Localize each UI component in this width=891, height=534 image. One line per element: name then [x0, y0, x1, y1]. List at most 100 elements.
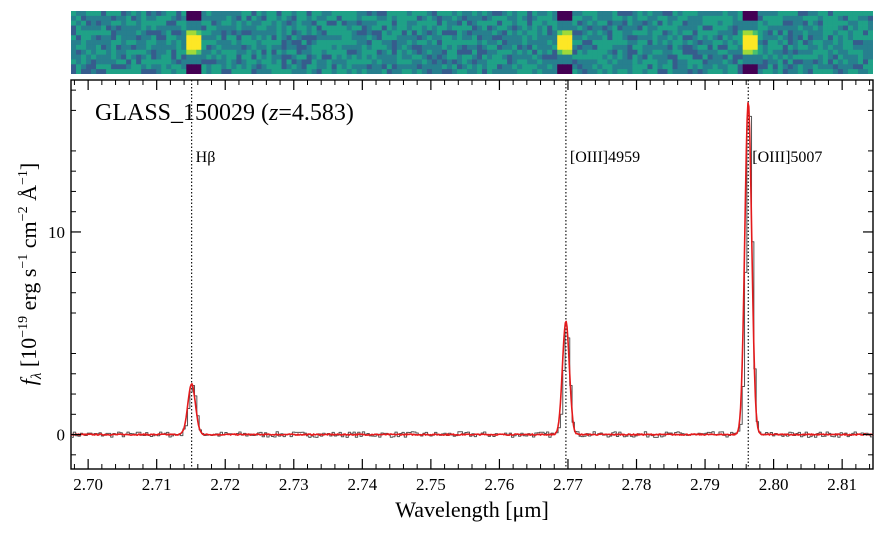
spectrum-2d-pixel: [191, 40, 197, 46]
spectrum-2d-pixel: [602, 49, 608, 56]
spectrum-2d-pixel: [762, 49, 769, 56]
spectrum-2d-pixel: [682, 30, 688, 36]
spectrum-2d-pixel: [862, 49, 869, 56]
spectrum-2d-pixel: [261, 30, 267, 36]
spectrum-2d-pixel: [532, 25, 538, 31]
spectrum-2d-pixel: [517, 40, 523, 46]
spectrum-2d-pixel: [371, 69, 378, 74]
spectrum-2d-pixel: [832, 40, 839, 46]
spectrum-2d-pixel: [291, 54, 297, 60]
spectrum-2d-pixel: [451, 30, 458, 36]
spectrum-2d-pixel: [597, 40, 603, 46]
spectrum-2d-pixel: [321, 64, 328, 70]
spectrum-2d-pixel: [752, 40, 759, 46]
spectrum-2d-pixel: [617, 25, 623, 31]
spectrum-2d-pixel: [817, 59, 824, 65]
spectrum-2d-pixel: [632, 59, 638, 65]
spectrum-2d-pixel: [326, 30, 333, 36]
spectrum-2d-pixel: [126, 20, 132, 26]
spectrum-2d-pixel: [341, 11, 348, 17]
spectrum-2d-pixel: [81, 35, 87, 41]
spectrum-2d-pixel: [96, 25, 102, 31]
spectrum-2d-pixel: [747, 49, 754, 56]
spectrum-2d-pixel: [862, 11, 869, 17]
spectrum-2d-pixel: [151, 44, 157, 51]
spectrum-2d-pixel: [682, 40, 688, 46]
spectrum-2d-pixel: [141, 11, 147, 17]
spectrum-2d-pixel: [812, 69, 819, 74]
spectrum-2d-pixel: [642, 49, 648, 56]
spectrum-2d-pixel: [537, 15, 543, 22]
spectrum-2d-pixel: [492, 40, 498, 46]
spectrum-2d-pixel: [582, 49, 588, 56]
spectrum-2d-pixel: [482, 64, 488, 70]
spectrum-2d-pixel: [426, 69, 433, 74]
spectrum-2d-pixel: [206, 15, 212, 22]
spectrum-2d-pixel: [527, 20, 533, 26]
spectrum-2d-pixel: [797, 15, 804, 22]
spectrum-2d-pixel: [477, 30, 483, 36]
spectrum-2d-pixel: [276, 49, 282, 56]
spectrum-2d-pixel: [381, 64, 388, 70]
spectrum-2d-pixel: [466, 54, 473, 60]
spectrum-2d-pixel: [231, 59, 237, 65]
spectrum-2d-pixel: [502, 11, 508, 17]
spectrum-2d-pixel: [672, 59, 678, 65]
spectrum-2d-pixel: [812, 20, 819, 26]
spectrum-2d-pixel: [306, 25, 312, 31]
spectrum-2d-pixel: [722, 44, 729, 51]
spectrum-2d-pixel: [492, 25, 498, 31]
spectrum-2d-pixel: [446, 20, 453, 26]
x-tick-label: 2.81: [827, 475, 857, 494]
spectrum-2d-pixel: [126, 54, 132, 60]
x-axis-label: Wavelength [μm]: [395, 497, 549, 522]
spectrum-2d-pixel: [171, 35, 177, 41]
spectrum-2d-pixel: [787, 40, 794, 46]
spectrum-2d-pixel: [126, 11, 132, 17]
spectrum-2d-pixel: [466, 35, 473, 41]
spectrum-2d-pixel: [552, 59, 558, 65]
spectrum-2d-pixel: [802, 11, 809, 17]
spectrum-2d-pixel: [451, 54, 458, 60]
spectrum-2d-pixel: [216, 30, 222, 36]
spectrum-2d-pixel: [391, 49, 398, 56]
spectrum-2d-pixel: [351, 40, 358, 46]
spectrum-2d-pixel: [386, 54, 393, 60]
spectrum-2d-pixel: [161, 11, 167, 17]
spectrum-2d-pixel: [537, 59, 543, 65]
spectrum-2d-pixel: [166, 30, 172, 36]
spectrum-2d-pixel: [316, 59, 323, 65]
spectrum-2d-pixel: [106, 25, 112, 31]
spectrum-2d-pixel: [131, 20, 137, 26]
spectrum-2d-pixel: [311, 49, 318, 56]
spectrum-2d-pixel: [231, 69, 237, 74]
spectrum-2d-pixel: [291, 49, 297, 56]
spectrum-2d-pixel: [391, 64, 398, 70]
spectrum-2d-pixel: [151, 69, 157, 74]
spectrum-2d-pixel: [662, 44, 668, 51]
spectrum-2d-pixel: [166, 59, 172, 65]
spectrum-2d-pixel: [632, 64, 638, 70]
spectrum-2d-pixel: [336, 15, 343, 22]
spectrum-2d-pixel: [642, 35, 648, 41]
spectrum-2d-pixel: [612, 44, 618, 51]
spectrum-2d-pixel: [587, 20, 593, 26]
spectrum-2d-pixel: [376, 11, 383, 17]
spectrum-2d-pixel: [727, 30, 734, 36]
spectrum-2d-pixel: [802, 25, 809, 31]
spectrum-2d-pixel: [76, 11, 82, 17]
spectrum-2d-pixel: [702, 40, 708, 46]
spectrum-2d-pixel: [426, 25, 433, 31]
spectrum-2d-pixel: [366, 69, 373, 74]
spectrum-2d-pixel: [492, 64, 498, 70]
spectrum-2d-pixel: [256, 20, 262, 26]
spectrum-2d-pixel: [577, 40, 583, 46]
spectrum-2d-pixel: [557, 64, 563, 70]
spectrum-2d-pixel: [512, 30, 518, 36]
spectrum-2d-pixel: [572, 30, 578, 36]
spectrum-2d-pixel: [717, 30, 724, 36]
spectrum-2d-pixel: [246, 44, 252, 51]
spectrum-2d-pixel: [582, 64, 588, 70]
spectrum-2d-pixel: [216, 35, 222, 41]
spectrum-2d-pixel: [121, 59, 127, 65]
